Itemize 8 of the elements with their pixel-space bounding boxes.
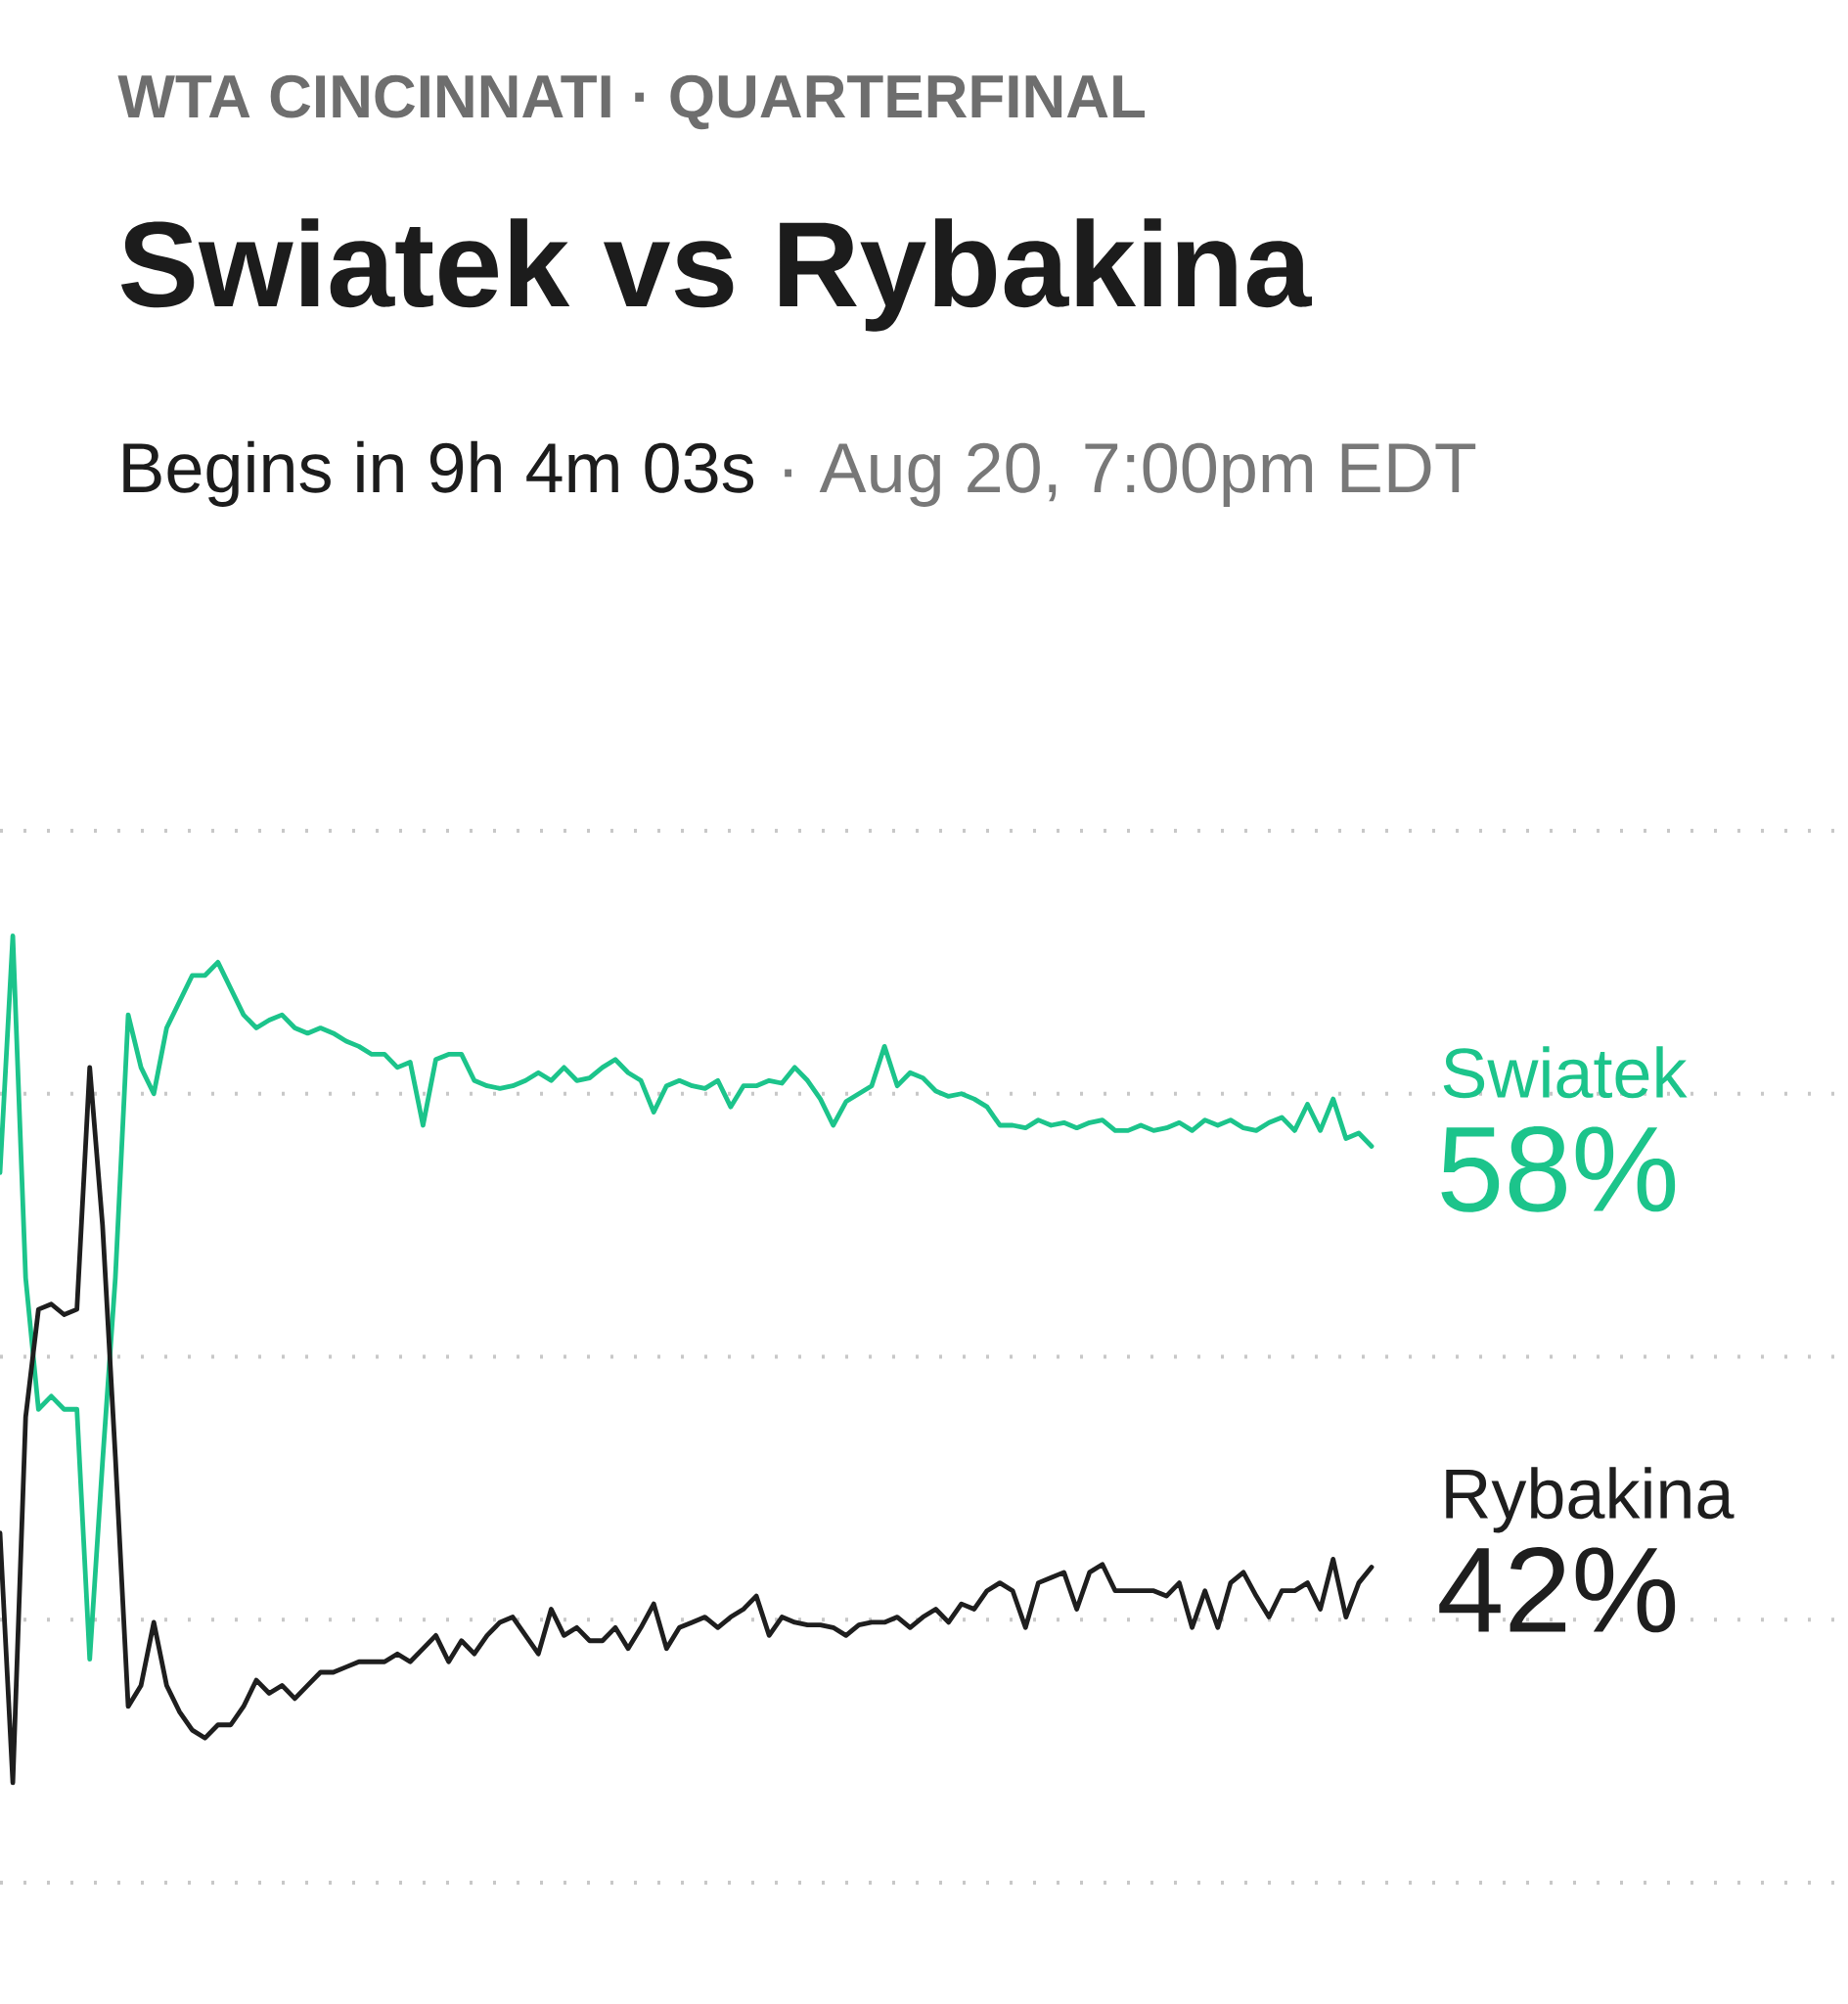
data-label: 58% — [1441, 1125, 1676, 1212]
chart-title: Swiatek vs Rybakina — [120, 218, 1313, 332]
text: · Aug 20, 7:00pm EDT — [785, 442, 1476, 507]
text: Begins in 9h 4m 03s — [123, 440, 754, 507]
data-label: 42% — [1439, 1546, 1676, 1633]
series-label: Swiatek — [1443, 1046, 1688, 1099]
chart-subtitle: WTA CINCINNATI · QUARTERFINAL — [117, 74, 1146, 130]
series-label: Rybakina — [1446, 1467, 1735, 1533]
